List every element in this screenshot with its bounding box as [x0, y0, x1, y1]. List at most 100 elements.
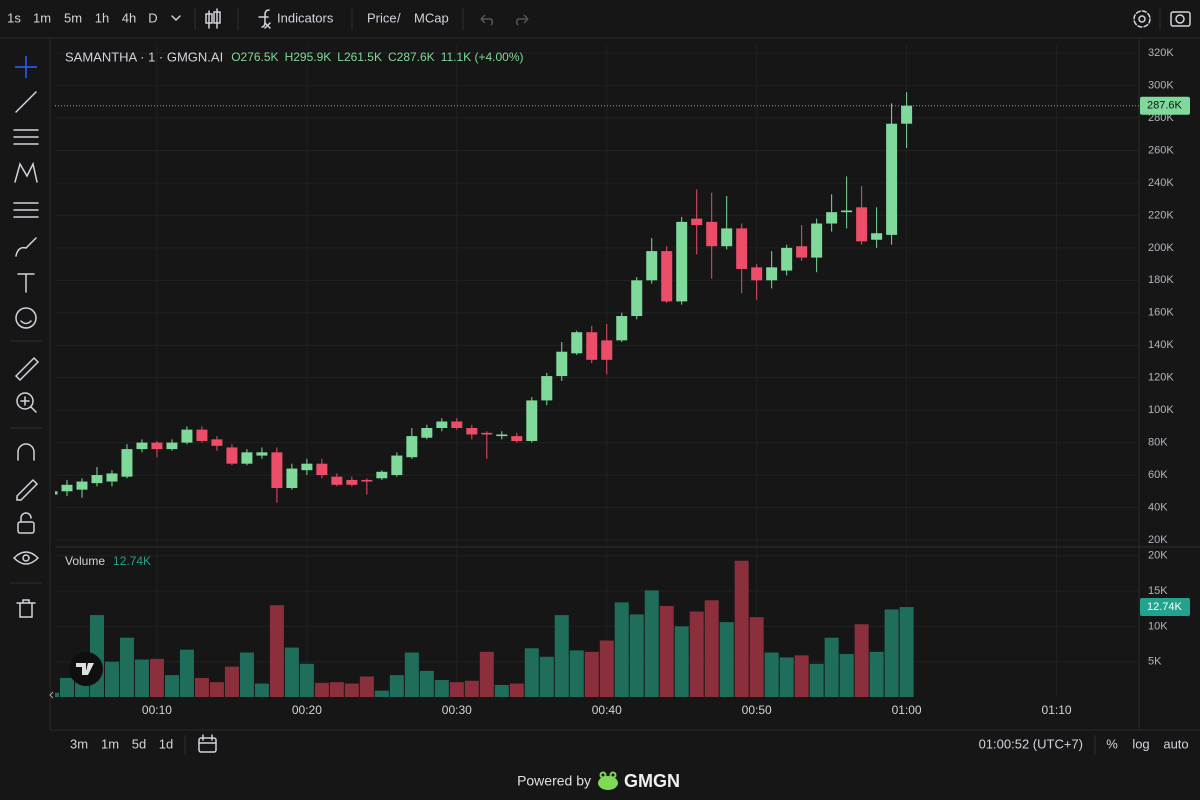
redo-button[interactable] — [515, 14, 529, 26]
interval-button[interactable]: 1s — [7, 10, 21, 25]
interval-button[interactable]: 1h — [95, 10, 109, 25]
lock-tool[interactable] — [17, 512, 35, 534]
date-range-button[interactable] — [198, 734, 217, 753]
indicators-button[interactable]: Indicators — [277, 10, 334, 25]
emoji-tool[interactable] — [15, 307, 37, 329]
crosshair-tool[interactable] — [15, 56, 37, 78]
price-pane — [55, 92, 1139, 503]
volume-bar — [899, 607, 914, 697]
candle-body — [826, 212, 838, 224]
y-tick-label: 100K — [1148, 404, 1174, 416]
volume-bar — [884, 609, 899, 697]
candle-body — [601, 340, 613, 360]
volume-bar — [539, 656, 554, 697]
scale-option[interactable]: % — [1106, 736, 1118, 751]
volume-pane — [55, 560, 914, 697]
undo-button[interactable] — [480, 14, 494, 26]
interval-button[interactable]: 1m — [33, 10, 51, 25]
volume-bar — [569, 650, 584, 697]
candle-body — [751, 267, 763, 281]
powered-by: Powered by — [517, 773, 591, 789]
candle-body — [436, 421, 448, 428]
fib-tool[interactable] — [13, 129, 39, 145]
interval-button[interactable]: D — [148, 10, 157, 25]
interval-button[interactable]: 4h — [122, 10, 136, 25]
candle-body — [811, 223, 823, 258]
delete-tool[interactable] — [16, 599, 36, 618]
volume-bar — [464, 680, 479, 697]
volume-bar — [344, 683, 359, 697]
y-tick-label: 80K — [1148, 437, 1168, 449]
volume-bar — [434, 680, 449, 697]
volume-bar — [209, 682, 224, 697]
lock-drawing-tool[interactable] — [16, 478, 39, 501]
trend-line-tool[interactable] — [15, 91, 37, 113]
candle-body — [286, 468, 298, 489]
volume-bar — [374, 690, 389, 697]
pattern-tool[interactable] — [14, 161, 38, 183]
clock: 01:00:52 (UTC+7) — [979, 736, 1083, 751]
x-tick-label: 00:10 — [142, 703, 172, 717]
brand: GMGN — [624, 771, 680, 791]
x-tick-label: 00:20 — [292, 703, 322, 717]
candle-body — [226, 447, 238, 464]
visibility-tool[interactable] — [12, 551, 40, 565]
scale-option[interactable]: log — [1132, 736, 1149, 751]
candle-body — [55, 491, 58, 495]
range-button[interactable]: 1m — [101, 736, 119, 751]
ohlc-value: C287.6K — [388, 50, 435, 64]
volume-bar — [809, 663, 824, 697]
x-tick-label: 00:40 — [592, 703, 622, 717]
candle-body — [706, 221, 718, 247]
volume-bar — [59, 677, 74, 697]
scale-option[interactable]: auto — [1163, 736, 1188, 751]
range-button[interactable]: 1d — [159, 736, 173, 751]
volume-bar — [479, 651, 494, 697]
chart-type-button[interactable] — [205, 8, 221, 29]
indicators-icon[interactable] — [258, 9, 271, 29]
volume-bar — [674, 626, 689, 697]
candle-body — [331, 476, 343, 485]
grid — [55, 45, 1139, 697]
candle-body — [376, 471, 388, 479]
x-tick-label: 01:10 — [1042, 703, 1072, 717]
projection-tool[interactable] — [13, 202, 39, 218]
volume-bar — [449, 682, 464, 697]
candle-body — [421, 427, 433, 438]
labels: 1s 1m 5m 1h 4h D Indicators Price / MCap 20K 40K 60K… — [7, 10, 1190, 791]
volume-bar — [689, 611, 704, 697]
ruler-tool[interactable] — [14, 356, 40, 382]
candle-body — [406, 436, 418, 458]
settings-button[interactable] — [1133, 10, 1151, 28]
mcap-toggle[interactable]: MCap — [414, 10, 449, 25]
candle-body — [196, 429, 208, 441]
screenshot-button[interactable] — [1170, 11, 1191, 27]
candle-body — [631, 280, 643, 317]
volume-bar — [329, 682, 344, 697]
candle-body — [121, 449, 133, 477]
text-tool[interactable] — [17, 273, 35, 293]
candle-body — [316, 463, 328, 476]
x-tick-label: 01:00 — [892, 703, 922, 717]
brush-tool[interactable] — [15, 237, 37, 257]
y-tick-label: 60K — [1148, 469, 1168, 481]
volume-bar — [239, 652, 254, 697]
volume-bar — [839, 653, 854, 697]
ohlc-value: 11.1K (+4.00%) — [441, 50, 524, 64]
range-button[interactable]: 3m — [70, 736, 88, 751]
interval-menu[interactable] — [171, 15, 181, 22]
y-tick-label: 200K — [1148, 242, 1174, 254]
volume-bar — [494, 684, 509, 697]
interval-button[interactable]: 5m — [64, 10, 82, 25]
zoom-tool[interactable] — [16, 392, 37, 413]
y-tick-label: 180K — [1148, 274, 1174, 286]
candle-body — [646, 251, 658, 281]
ohlc-value: H295.9K — [285, 50, 332, 64]
range-button[interactable]: 5d — [132, 736, 146, 751]
magnet-tool[interactable] — [17, 443, 35, 461]
candle-body — [466, 427, 478, 435]
scroll-left[interactable] — [49, 691, 54, 699]
symbol-title: SAMANTHA · 1 · GMGN.AI — [65, 49, 223, 64]
candle-body — [271, 452, 283, 489]
price-toggle[interactable]: Price — [367, 10, 397, 25]
